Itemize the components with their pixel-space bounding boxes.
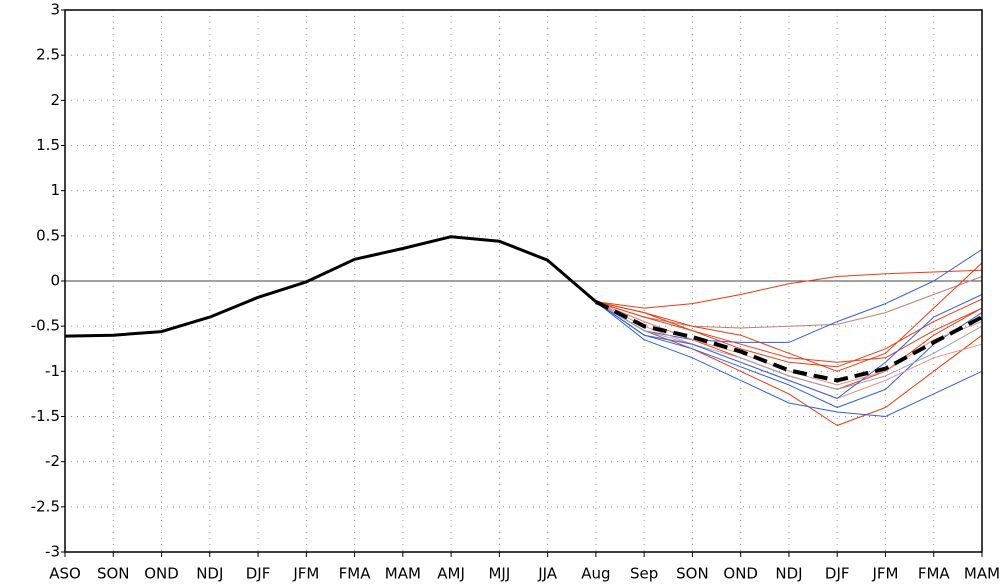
x-tick-label: MAM (964, 565, 1000, 583)
y-tick-label: 2 (50, 91, 60, 109)
series-line (595, 301, 983, 363)
x-tick-label: MJJ (488, 565, 510, 583)
x-tick-label: JJA (537, 565, 558, 583)
y-tick-label: 0 (50, 272, 60, 290)
x-tick-label: Sep (630, 565, 658, 583)
x-tick-label: SON (676, 565, 709, 583)
x-tick-label: MAM (385, 565, 421, 583)
y-tick-label: -2.5 (31, 497, 60, 515)
series-line (595, 301, 983, 426)
series-line (595, 298, 983, 368)
series-line (595, 294, 983, 399)
x-tick-label: JFM (292, 565, 319, 583)
series-line (64, 235, 597, 338)
y-tick-label: 0.5 (36, 226, 60, 244)
y-tick-label: -1 (45, 362, 60, 380)
x-tick-label: Aug (581, 565, 610, 583)
series-line (595, 301, 983, 417)
y-tick-label: 2.5 (36, 46, 60, 64)
series-line (595, 276, 983, 329)
series-line (595, 248, 983, 343)
x-tick-label: FMA (339, 565, 372, 583)
x-tick-label: NDJ (775, 565, 802, 583)
x-tick-label: FMA (918, 565, 951, 583)
y-tick-label: 1.5 (36, 136, 60, 154)
x-tick-label: JFM (871, 565, 898, 583)
y-tick-label: -2 (45, 452, 60, 470)
series-line (595, 262, 983, 372)
series-line (594, 300, 983, 383)
x-tick-label: DJF (246, 565, 271, 583)
series-line (595, 269, 983, 309)
y-tick-label: 1 (50, 181, 60, 199)
x-tick-label: DJF (825, 565, 850, 583)
x-tick-label: OND (144, 565, 179, 583)
x-tick-label: ASO (49, 565, 81, 583)
x-tick-label: SON (97, 565, 130, 583)
y-tick-label: 3 (50, 1, 60, 19)
series-line (595, 301, 983, 408)
y-tick-label: -1.5 (31, 407, 60, 425)
y-tick-label: -3 (45, 543, 60, 561)
x-tick-label: AMJ (437, 565, 465, 583)
series-line (595, 301, 983, 390)
x-tick-label: NDJ (196, 565, 223, 583)
plot-frame (64, 9, 983, 553)
x-tick-label: OND (723, 565, 758, 583)
y-tick-label: -0.5 (31, 317, 60, 335)
